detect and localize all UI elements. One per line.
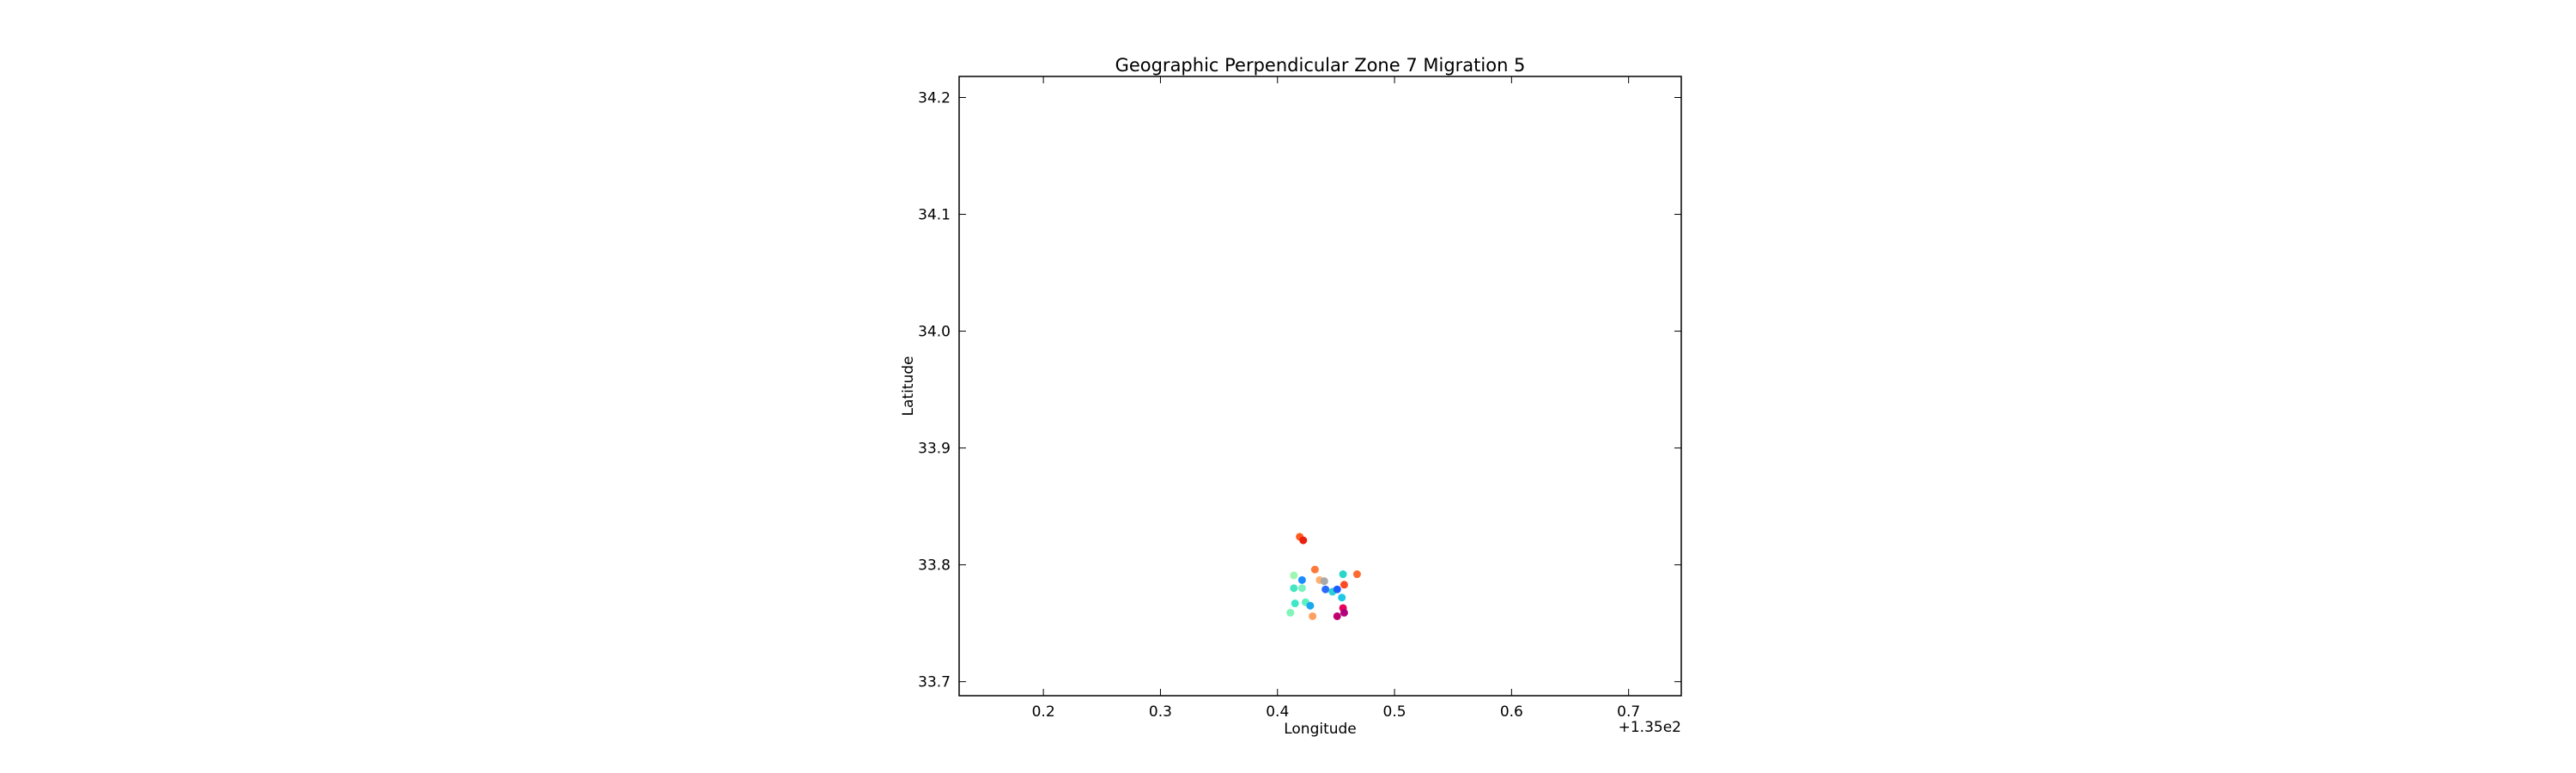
x-axis: 0.2 0.3 0.4 0.5 0.6 0.7 bbox=[1032, 76, 1640, 721]
scatter-point bbox=[1321, 585, 1330, 593]
y-tick-label: 34.1 bbox=[918, 207, 951, 224]
scatter-point bbox=[1338, 593, 1346, 602]
x-axis-label: Longitude bbox=[1284, 721, 1357, 738]
scatter-point bbox=[1333, 585, 1341, 593]
scatter-point bbox=[1339, 570, 1347, 579]
scatter-point bbox=[1291, 600, 1299, 608]
scatter-point bbox=[1309, 612, 1317, 620]
x-axis-offset-label: +1.35e2 bbox=[1619, 719, 1681, 736]
data-points bbox=[1286, 533, 1361, 620]
x-tick-label: 0.7 bbox=[1617, 703, 1640, 721]
plot-area-frame bbox=[958, 76, 1682, 697]
y-tick-label: 34.0 bbox=[918, 324, 951, 341]
scatter-point bbox=[1333, 612, 1341, 620]
scatter-point bbox=[1297, 575, 1306, 584]
scatter-point bbox=[1290, 571, 1298, 580]
y-axis-label: Latitude bbox=[900, 356, 917, 417]
scatter-point bbox=[1320, 577, 1328, 586]
scatter-point bbox=[1310, 565, 1319, 574]
x-tick-label: 0.5 bbox=[1383, 703, 1406, 721]
y-tick-label: 33.7 bbox=[918, 674, 951, 691]
y-tick-label: 33.9 bbox=[918, 441, 951, 458]
scatter-point bbox=[1286, 608, 1295, 617]
scatter-point bbox=[1352, 570, 1361, 579]
y-tick-label: 34.2 bbox=[918, 89, 951, 107]
scatter-point bbox=[1306, 601, 1315, 610]
scatter-point bbox=[1340, 608, 1348, 617]
scatter-point bbox=[1299, 536, 1308, 545]
x-tick-label: 0.4 bbox=[1266, 703, 1289, 721]
scatter-point bbox=[1290, 584, 1298, 593]
y-tick-label: 33.8 bbox=[918, 557, 951, 575]
x-tick-label: 0.6 bbox=[1500, 703, 1523, 721]
y-axis: 33.7 33.8 33.9 34.0 34.1 34.2 bbox=[918, 89, 1681, 691]
chart-title: Geographic Perpendicular Zone 7 Migratio… bbox=[1115, 55, 1526, 76]
x-tick-label: 0.2 bbox=[1032, 703, 1055, 721]
scatter-point bbox=[1340, 581, 1348, 589]
scatter-point bbox=[1297, 584, 1306, 593]
x-tick-label: 0.3 bbox=[1149, 703, 1172, 721]
